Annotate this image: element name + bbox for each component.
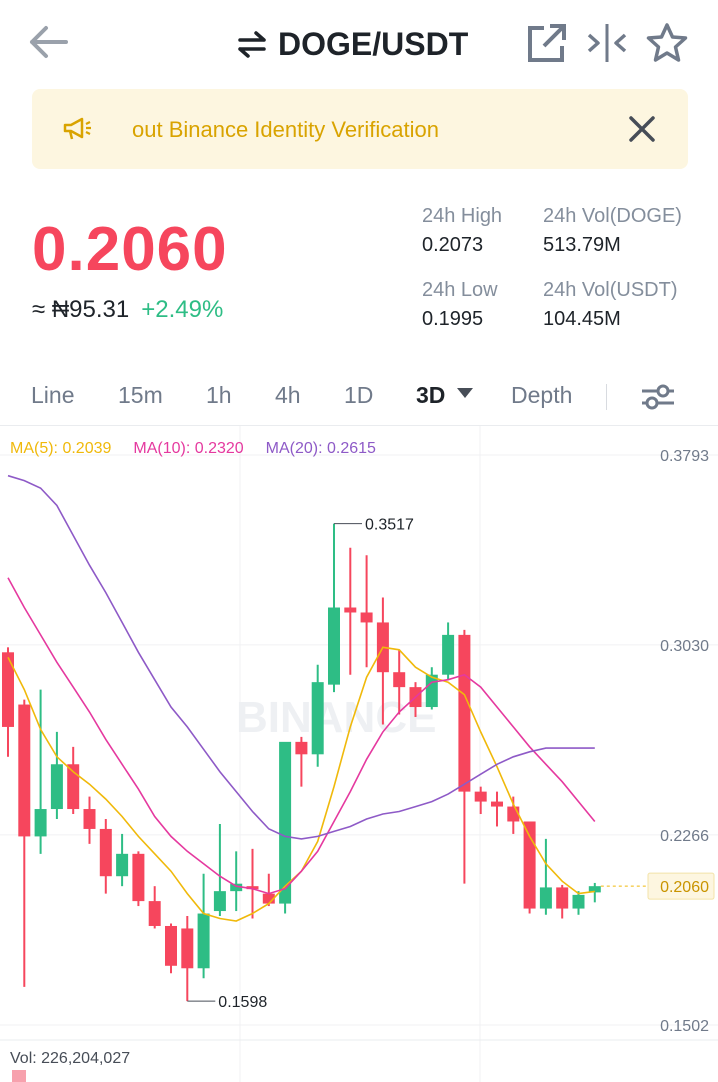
- last-price-tag: [647, 872, 715, 900]
- candle-body: [213, 891, 226, 912]
- ma10-value: MA(10): 0.2320: [133, 440, 244, 457]
- tab-depth[interactable]: Depth: [511, 382, 573, 408]
- candle-body: [99, 828, 112, 877]
- ma-legend: MA(5): 0.2039 MA(10): 0.2320 MA(20): 0.2…: [10, 440, 376, 458]
- candle-body: [132, 853, 145, 902]
- announcement-banner[interactable]: out Binance Identity Verification: [32, 89, 688, 169]
- tab-1d[interactable]: 1D: [344, 382, 374, 408]
- last-price-label: 0.2060: [660, 879, 709, 896]
- back-arrow-icon[interactable]: [26, 22, 70, 62]
- low-marker-label: 0.1598: [218, 994, 267, 1011]
- ma20-line: [7, 474, 595, 840]
- candlestick-chart[interactable]: BINANCE 0.3517 0.1598 0.3793 0.3030 0.2266 0.1…: [0, 426, 718, 1082]
- stat-label: 24h Vol(USDT): [543, 279, 678, 301]
- price-sub-row: ≈ ₦95.31 +2.49%: [32, 296, 223, 324]
- stat-value: 104.45M: [543, 308, 621, 330]
- candle-body: [588, 886, 601, 893]
- tab-3d-label: 3D: [416, 382, 446, 408]
- candle-body: [360, 612, 373, 623]
- candle-body: [230, 883, 243, 892]
- candle-body: [425, 674, 438, 708]
- ma10-line: [7, 577, 596, 895]
- y-axis-tick-label: 0.1502: [660, 1018, 709, 1035]
- candle-body: [344, 607, 357, 613]
- stat-label: 24h Vol(DOGE): [543, 205, 682, 227]
- candle-body: [262, 893, 275, 904]
- stat-value: 513.79M: [543, 234, 621, 256]
- candle-body: [556, 887, 569, 909]
- pair-title: DOGE/USDT: [278, 25, 469, 62]
- tab-1h[interactable]: 1h: [206, 382, 232, 408]
- ma20-value: MA(20): 0.2615: [265, 440, 376, 457]
- candle-body: [328, 607, 340, 685]
- top-bar: DOGE/USDT: [0, 0, 718, 88]
- high-marker-label: 0.3517: [365, 517, 414, 534]
- y-axis-tick-label: 0.3030: [660, 638, 709, 655]
- star-icon[interactable]: [646, 22, 688, 64]
- stat-24h-high: 24h High 0.2073: [422, 205, 502, 257]
- candle-body: [83, 809, 96, 829]
- stat-label: 24h Low: [422, 279, 498, 301]
- y-axis-tick-label: 0.2266: [660, 828, 709, 845]
- price-change: +2.49%: [141, 296, 224, 323]
- chart-settings-icon[interactable]: [640, 382, 676, 412]
- candle-body: [311, 682, 324, 755]
- tab-3d[interactable]: 3D: [416, 382, 474, 409]
- stat-24h-low: 24h Low 0.1995: [422, 279, 498, 331]
- external-link-icon[interactable]: [526, 22, 568, 64]
- candle-body: [539, 887, 552, 909]
- candle-body: [181, 928, 194, 969]
- candle-body: [442, 634, 455, 675]
- tab-15m[interactable]: 15m: [118, 382, 163, 408]
- candle-body: [246, 886, 259, 890]
- candle-body: [148, 901, 161, 926]
- fiat-price: ≈ ₦95.31: [32, 296, 130, 323]
- ma5-value: MA(5): 0.2039: [10, 440, 112, 457]
- interval-tabs: Line 15m 1h 4h 1D 3D Depth: [0, 374, 718, 424]
- stat-24h-vol-base: 24h Vol(DOGE) 513.79M: [543, 205, 682, 257]
- stat-value: 0.1995: [422, 308, 484, 330]
- candle-body: [67, 764, 80, 810]
- candle-body: [572, 894, 585, 909]
- candle-body: [165, 925, 177, 966]
- caret-down-icon: [456, 388, 473, 398]
- candle-body: [116, 853, 129, 877]
- candle-body: [393, 672, 406, 688]
- candle-body: [279, 741, 292, 904]
- candle-body: [295, 741, 308, 755]
- candle-body: [474, 791, 487, 802]
- pair-selector[interactable]: DOGE/USDT: [236, 24, 468, 64]
- candle-body: [523, 821, 536, 909]
- tab-4h[interactable]: 4h: [275, 382, 301, 408]
- tab-line[interactable]: Line: [31, 382, 75, 408]
- last-price: 0.2060: [32, 215, 228, 284]
- candle-body: [18, 704, 31, 837]
- swap-icon: [238, 31, 266, 58]
- tab-divider: [606, 384, 607, 410]
- watermark-logo: BINANCE: [236, 693, 436, 742]
- candle-body: [458, 634, 471, 792]
- candle-body: [50, 764, 63, 810]
- compare-icon[interactable]: [586, 22, 628, 64]
- stat-label: 24h High: [422, 205, 503, 227]
- stat-24h-vol-quote: 24h Vol(USDT) 104.45M: [543, 279, 678, 331]
- candle-body: [491, 801, 503, 807]
- candle-body: [2, 652, 14, 727]
- candle-body: [34, 809, 47, 837]
- stat-value: 0.2073: [422, 234, 484, 256]
- close-icon[interactable]: [626, 113, 658, 145]
- banner-text[interactable]: out Binance Identity Verification: [132, 117, 439, 142]
- y-axis-tick-label: 0.3793: [660, 448, 709, 465]
- megaphone-icon: [63, 117, 91, 140]
- volume-bar: [12, 1070, 26, 1082]
- tabs-divider: [0, 425, 718, 426]
- volume-label: Vol: 226,204,027: [10, 1050, 131, 1067]
- candle-body: [197, 913, 210, 969]
